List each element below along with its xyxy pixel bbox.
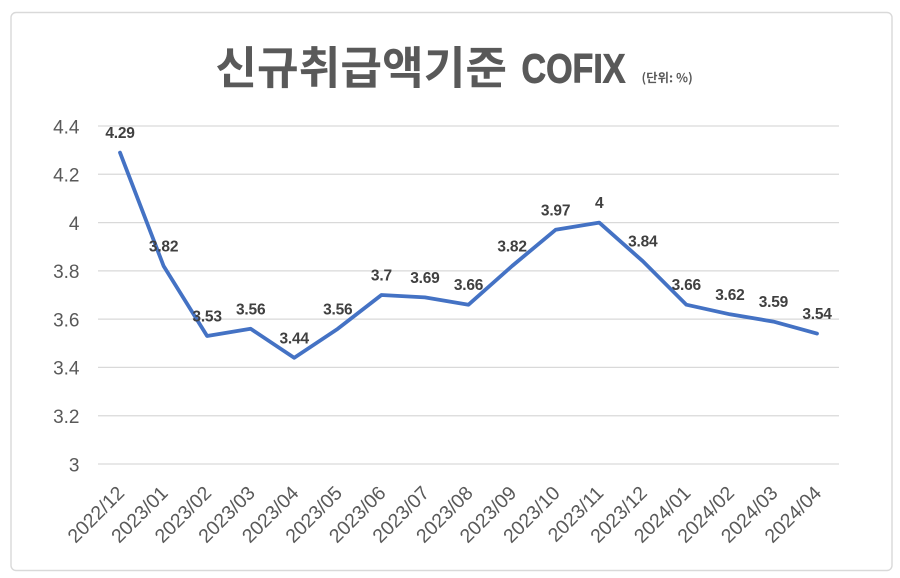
svg-text:3.69: 3.69: [410, 270, 440, 287]
svg-text:3.84: 3.84: [628, 234, 658, 251]
svg-text:3.4: 3.4: [53, 359, 80, 380]
svg-text:3.59: 3.59: [759, 294, 789, 311]
svg-text:COFIX: COFIX: [522, 46, 626, 92]
svg-text:3.56: 3.56: [236, 301, 266, 318]
svg-text:3.7: 3.7: [371, 268, 392, 285]
svg-text:3.2: 3.2: [53, 407, 79, 428]
svg-text:4.2: 4.2: [53, 166, 79, 187]
svg-text:3: 3: [69, 455, 80, 476]
svg-text:3.62: 3.62: [715, 287, 744, 304]
svg-text:3.56: 3.56: [323, 301, 353, 318]
svg-text:4.4: 4.4: [53, 117, 80, 138]
svg-text:4: 4: [69, 214, 80, 235]
svg-text:4.29: 4.29: [105, 125, 135, 142]
svg-text:3.66: 3.66: [454, 277, 484, 294]
svg-text:3.44: 3.44: [280, 330, 310, 347]
svg-text:3.66: 3.66: [672, 277, 702, 294]
svg-text:3.6: 3.6: [53, 310, 79, 331]
svg-text:3.53: 3.53: [192, 309, 222, 326]
svg-text:3.8: 3.8: [53, 262, 79, 283]
svg-text:3.82: 3.82: [497, 239, 526, 256]
svg-text:3.54: 3.54: [802, 306, 832, 323]
svg-text:3.97: 3.97: [541, 202, 570, 219]
svg-text:3.82: 3.82: [149, 239, 178, 256]
svg-text:4: 4: [595, 195, 604, 212]
